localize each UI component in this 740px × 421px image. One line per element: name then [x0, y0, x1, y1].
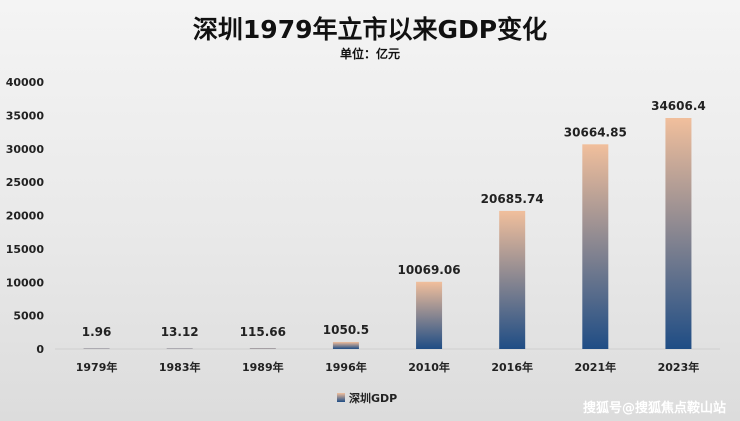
legend-label: 深圳GDP	[349, 391, 397, 405]
y-tick-label: 15000	[6, 243, 45, 256]
x-tick-label: 2021年	[575, 360, 617, 374]
y-tick-label: 25000	[6, 176, 45, 189]
legend-swatch	[337, 393, 345, 402]
y-tick-label: 0	[36, 343, 44, 356]
x-tick-label: 2016年	[491, 360, 533, 374]
bar	[499, 210, 526, 349]
bar	[83, 348, 110, 349]
bar	[582, 144, 609, 349]
data-label: 30664.85	[564, 125, 627, 139]
watermark: 搜狐号@搜狐焦点鞍山站	[583, 400, 726, 416]
bar	[249, 348, 276, 349]
x-tick-label: 1989年	[242, 360, 284, 374]
x-tick-label: 2023年	[658, 360, 700, 374]
x-axis: 1979年 1983年 1989年 1996年 2010年 2016年 2021年 2023年	[76, 360, 700, 374]
bar	[332, 341, 359, 349]
bar	[416, 281, 443, 349]
x-tick-label: 1996年	[325, 360, 367, 374]
data-label: 1.96	[82, 325, 112, 339]
x-tick-label: 1983年	[159, 360, 201, 374]
legend: 深圳GDP	[337, 391, 397, 405]
bar	[665, 118, 692, 349]
bars: 1.96 13.12 115.66 1050.5 10069.06 20685.74 306…	[82, 99, 706, 349]
y-tick-label: 30000	[6, 143, 45, 156]
chart-subtitle: 单位：亿元	[340, 46, 400, 61]
y-tick-label: 10000	[6, 276, 45, 289]
y-tick-label: 20000	[6, 210, 45, 223]
data-label: 115.66	[240, 325, 286, 339]
x-tick-label: 1979年	[76, 360, 118, 374]
bar	[166, 348, 193, 349]
y-tick-label: 5000	[13, 310, 44, 323]
data-label: 13.12	[161, 325, 199, 339]
y-axis: 0 5000 10000 15000 20000 25000 30000 35000 40000	[6, 76, 720, 356]
chart-title: 深圳1979年立市以来GDP变化	[193, 15, 547, 44]
y-tick-label: 35000	[6, 109, 45, 122]
data-label: 10069.06	[398, 263, 461, 277]
data-label: 20685.74	[481, 192, 544, 206]
data-label: 1050.5	[323, 323, 369, 337]
y-tick-label: 40000	[6, 76, 45, 89]
data-label: 34606.4	[651, 99, 706, 113]
x-tick-label: 2010年	[408, 360, 450, 374]
